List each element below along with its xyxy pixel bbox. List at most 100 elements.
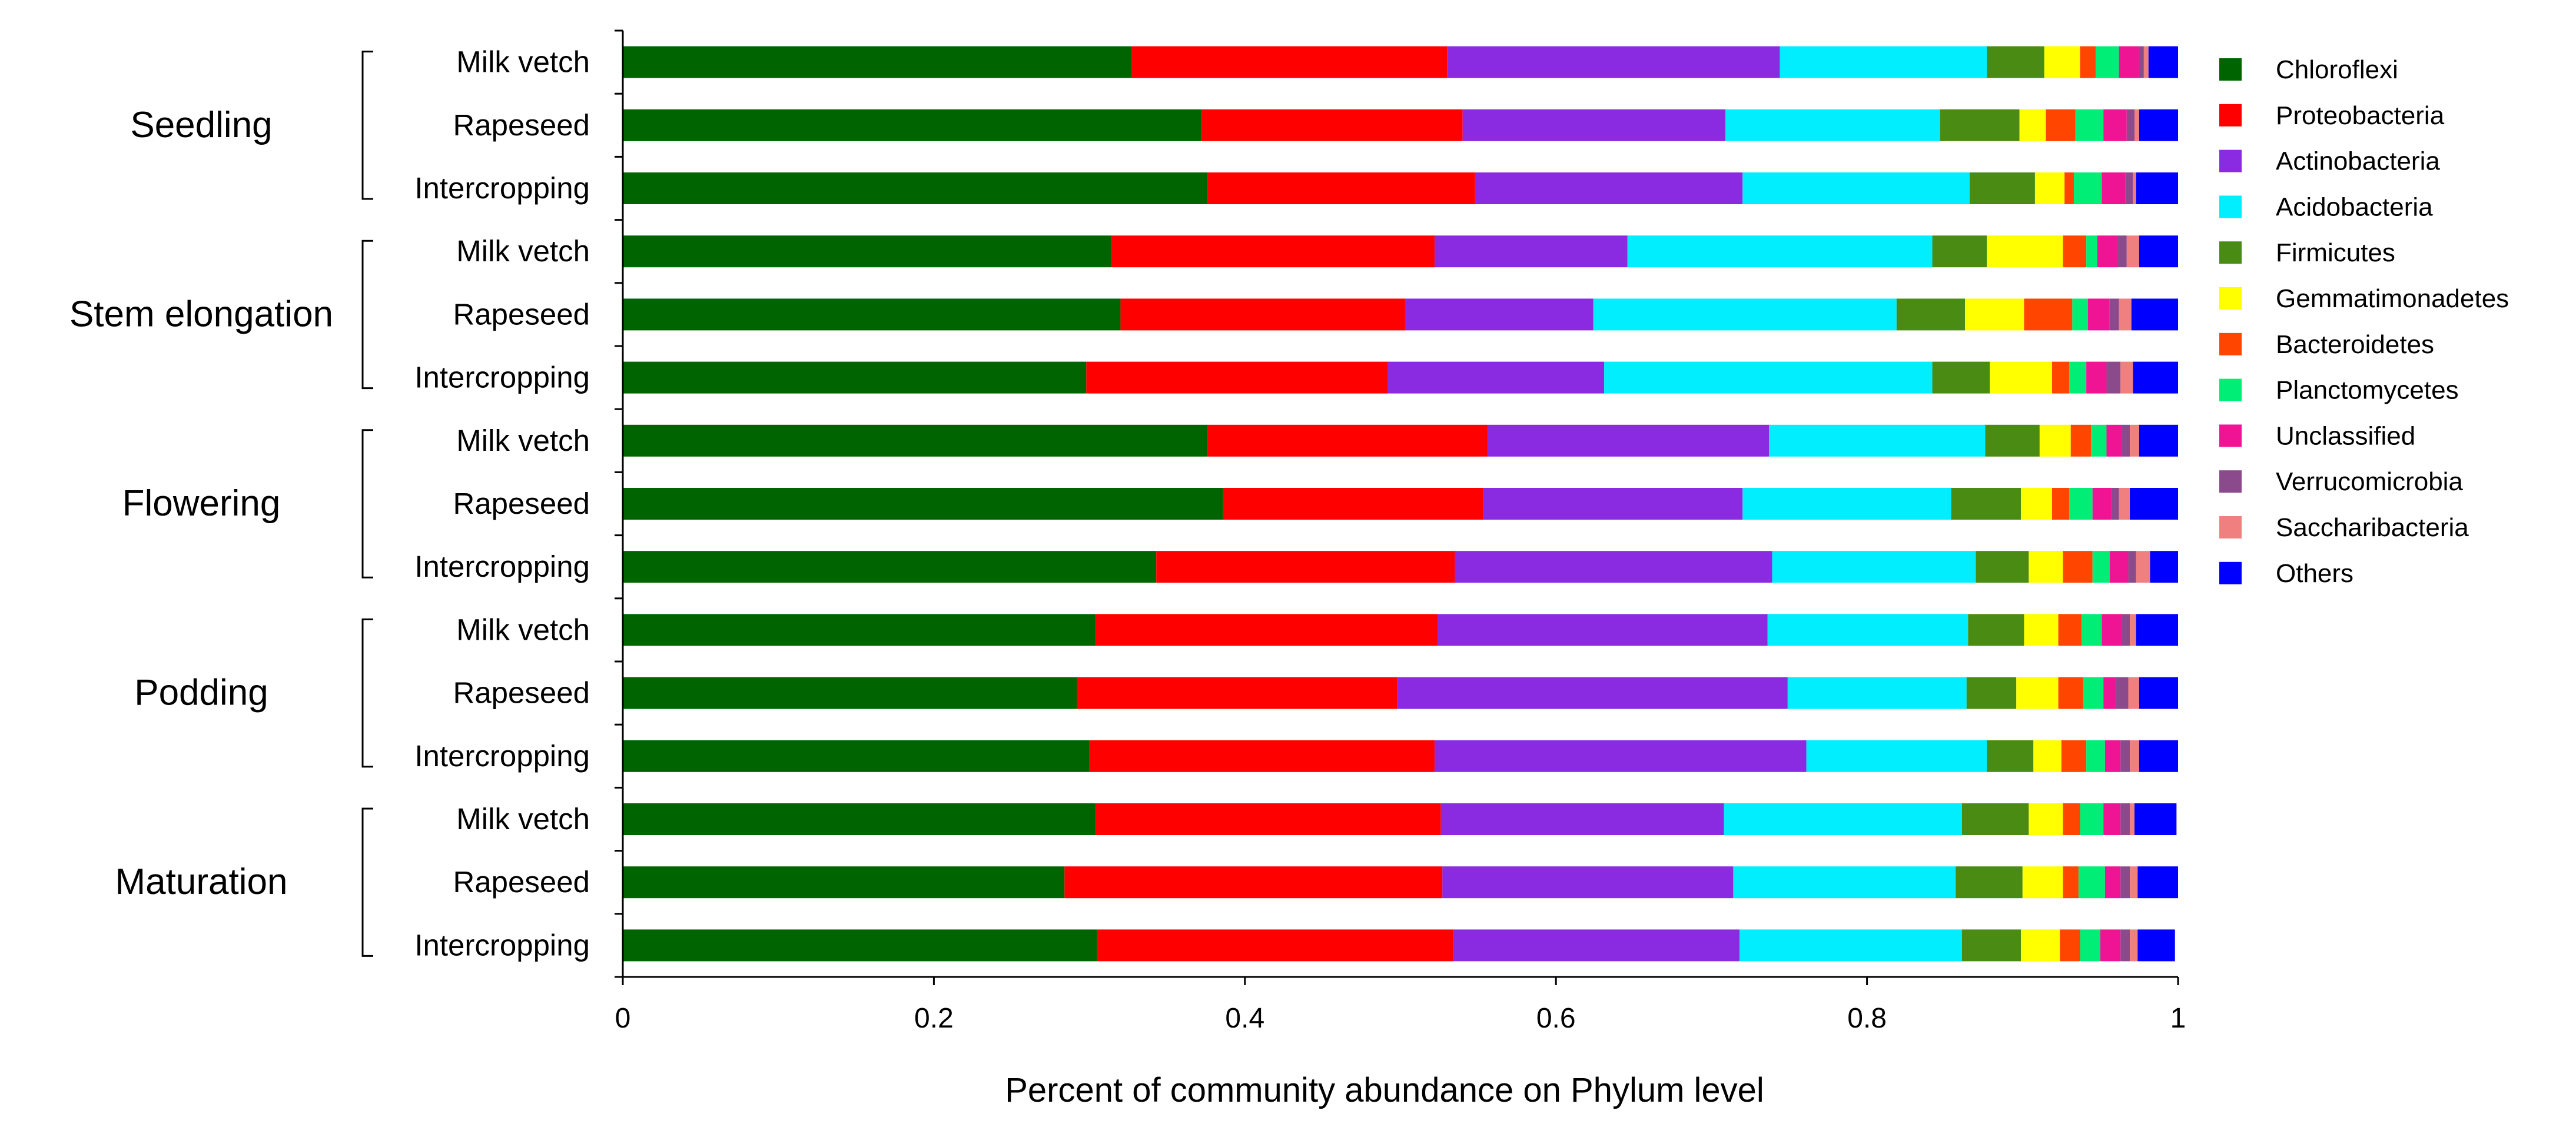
legend: Chloroflexi Proteobacteria Actinobacteria A… — [2219, 55, 2509, 588]
bar-segment-bacteroidetes-row-1 — [2046, 109, 2076, 141]
bar-segment-planctomycetes-row-4 — [2072, 298, 2088, 331]
bar-segment-others-row-10 — [2139, 677, 2178, 709]
bar-segment-proteobacteria-row-9 — [1096, 614, 1438, 646]
bar-segment-gemmatimonadetes-row-9 — [2024, 614, 2059, 646]
bar-segment-planctomycetes-row-10 — [2083, 677, 2104, 709]
bar-segment-planctomycetes-row-11 — [2086, 740, 2105, 772]
bar-segment-proteobacteria-row-1 — [1201, 109, 1463, 141]
legend-label: Others — [2276, 559, 2353, 588]
bars-layer — [623, 46, 2178, 962]
category-label: Rapeseed — [453, 676, 590, 710]
bar-segment-actinobacteria-row-3 — [1435, 235, 1628, 268]
bar-segment-actinobacteria-row-13 — [1442, 866, 1734, 899]
bar-segment-verrucomicrobia-row-0 — [2139, 46, 2144, 78]
bar-segment-chloroflexi-row-4 — [623, 298, 1121, 331]
category-label: Milk vetch — [456, 45, 590, 79]
bar-segment-firmicutes-row-14 — [1961, 929, 2021, 962]
bar-segment-others-row-6 — [2139, 424, 2178, 457]
bar-segment-chloroflexi-row-14 — [623, 929, 1097, 962]
bar-segment-saccharibacteria-row-3 — [2126, 235, 2139, 268]
bar-segment-chloroflexi-row-2 — [623, 172, 1208, 204]
legend-label: Bacteroidetes — [2276, 330, 2434, 359]
bar-segment-saccharibacteria-row-14 — [2130, 929, 2138, 962]
bar-segment-chloroflexi-row-6 — [623, 424, 1208, 457]
bar-segment-saccharibacteria-row-2 — [2133, 172, 2136, 204]
bar-segment-bacteroidetes-row-0 — [2080, 46, 2096, 78]
bar-segment-bacteroidetes-row-11 — [2061, 740, 2087, 772]
bar-segment-verrucomicrobia-row-3 — [2117, 235, 2127, 268]
bar-segment-acidobacteria-row-3 — [1627, 235, 1933, 268]
bar-segment-chloroflexi-row-12 — [623, 803, 1096, 835]
legend-label: Unclassified — [2276, 421, 2415, 450]
category-label: Intercropping — [414, 171, 590, 205]
bar-segment-unclassified-row-6 — [2106, 424, 2122, 457]
bar-segment-bacteroidetes-row-2 — [2064, 172, 2074, 204]
bar-segment-saccharibacteria-row-13 — [2130, 866, 2138, 899]
bar-segment-unclassified-row-4 — [2087, 298, 2110, 331]
bar-segment-acidobacteria-row-6 — [1769, 424, 1986, 457]
bar-segment-planctomycetes-row-7 — [2069, 488, 2093, 520]
bar-segment-others-row-7 — [2130, 488, 2178, 520]
bar-segment-firmicutes-row-5 — [1932, 361, 1990, 394]
group-bracket — [361, 240, 373, 390]
bar-segment-others-row-1 — [2139, 109, 2178, 141]
bar-segment-firmicutes-row-13 — [1956, 866, 2023, 899]
bar-segment-gemmatimonadetes-row-14 — [2021, 929, 2060, 962]
legend-label: Proteobacteria — [2276, 101, 2445, 130]
bar-segment-others-row-12 — [2135, 803, 2177, 835]
bar-segment-saccharibacteria-row-12 — [2130, 803, 2135, 835]
bar-segment-saccharibacteria-row-4 — [2119, 298, 2132, 331]
category-label: Milk vetch — [456, 802, 590, 836]
bar-segment-proteobacteria-row-6 — [1207, 424, 1488, 457]
bar-segment-others-row-8 — [2150, 551, 2178, 583]
category-label: Intercropping — [414, 550, 590, 583]
bar-segment-firmicutes-row-9 — [1968, 614, 2024, 646]
bar-segment-actinobacteria-row-4 — [1405, 298, 1594, 331]
bar-segment-acidobacteria-row-0 — [1780, 46, 1987, 78]
bar-segment-acidobacteria-row-11 — [1806, 740, 1987, 772]
x-tick-label: 1 — [2170, 1003, 2186, 1034]
bar-segment-saccharibacteria-row-8 — [2136, 551, 2150, 583]
legend-swatch-actinobacteria — [2219, 149, 2242, 172]
bar-segment-saccharibacteria-row-9 — [2130, 614, 2136, 646]
bar-segment-chloroflexi-row-8 — [623, 551, 1157, 583]
bar-segment-gemmatimonadetes-row-1 — [2019, 109, 2046, 141]
legend-swatch-planctomycetes — [2219, 378, 2242, 401]
bar-segment-proteobacteria-row-2 — [1207, 172, 1475, 204]
group-label: Seedling — [130, 105, 272, 145]
bar-segment-planctomycetes-row-0 — [2095, 46, 2119, 78]
bar-segment-acidobacteria-row-10 — [1787, 677, 1967, 709]
bar-segment-firmicutes-row-3 — [1932, 235, 1987, 268]
bar-segment-actinobacteria-row-8 — [1455, 551, 1772, 583]
bar-segment-firmicutes-row-7 — [1951, 488, 2021, 520]
bar-segment-bacteroidetes-row-6 — [2070, 424, 2092, 457]
category-label: Milk vetch — [456, 613, 590, 646]
bar-segment-planctomycetes-row-9 — [2082, 614, 2102, 646]
x-axis-title: Percent of community abundance on Phylum… — [1005, 1071, 1764, 1109]
bar-segment-verrucomicrobia-row-1 — [2126, 109, 2135, 141]
bar-segment-verrucomicrobia-row-8 — [2128, 551, 2136, 583]
bar-segment-gemmatimonadetes-row-5 — [1990, 361, 2052, 394]
category-label: Rapeseed — [453, 108, 590, 142]
bar-segment-planctomycetes-row-2 — [2073, 172, 2102, 204]
bar-segment-saccharibacteria-row-11 — [2130, 740, 2139, 772]
group-bracket — [361, 429, 373, 579]
bar-segment-acidobacteria-row-9 — [1767, 614, 1968, 646]
bar-segment-planctomycetes-row-5 — [2069, 361, 2087, 394]
x-tick-label: 0.2 — [914, 1003, 954, 1034]
bar-segment-gemmatimonadetes-row-6 — [2039, 424, 2071, 457]
group-labels-layer: Seedling Stem elongation Flowering Podding M… — [69, 51, 373, 957]
bar-segment-unclassified-row-10 — [2103, 677, 2116, 709]
legend-label: Verrucomicrobia — [2276, 467, 2463, 496]
x-tick-label: 0.6 — [1536, 1003, 1576, 1034]
bar-segment-actinobacteria-row-2 — [1475, 172, 1743, 204]
category-label: Milk vetch — [456, 234, 590, 268]
category-label: Rapeseed — [453, 865, 590, 899]
bar-segment-unclassified-row-14 — [2100, 929, 2121, 962]
bar-segment-others-row-4 — [2131, 298, 2178, 331]
bar-segment-acidobacteria-row-8 — [1772, 551, 1976, 583]
bar-segment-actinobacteria-row-0 — [1447, 46, 1780, 78]
bar-segment-verrucomicrobia-row-12 — [2120, 803, 2130, 835]
bar-segment-unclassified-row-3 — [2097, 235, 2117, 268]
